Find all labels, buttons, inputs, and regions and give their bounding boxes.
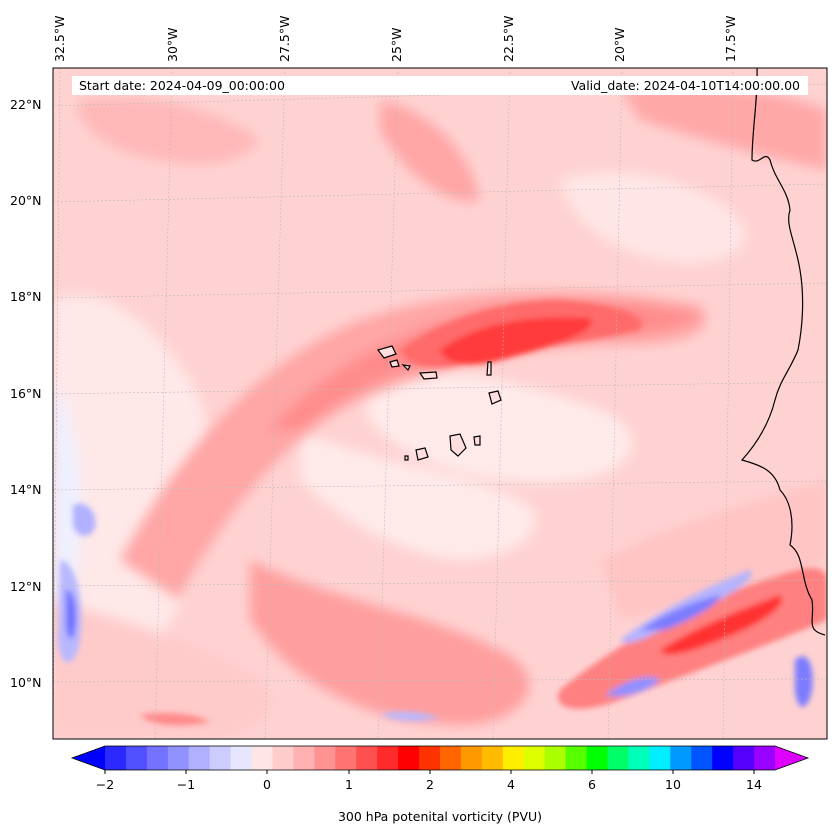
colorbar-segment: [628, 746, 650, 770]
colorbar-segment: [607, 746, 629, 770]
longitude-label: 20°W: [612, 27, 627, 62]
colorbar-title: 300 hPa potenital vorticity (PVU): [338, 809, 542, 824]
longitude-label: 32.5°W: [52, 15, 67, 62]
colorbar-segment: [523, 746, 546, 770]
colorbar-segment: [481, 746, 504, 770]
latitude-label: 20°N: [10, 193, 42, 208]
colorbar-segment: [377, 746, 399, 770]
colorbar-segment: [398, 746, 420, 770]
colorbar-extend-high: [775, 746, 808, 770]
colorbar: −2 −1 0 1 2 4 6 10 14: [70, 745, 810, 792]
colorbar-segment: [544, 746, 567, 770]
colorbar-extend-low: [72, 746, 105, 770]
colorbar-segment: [251, 746, 273, 770]
colorbar-tick-label: 0: [263, 777, 271, 792]
colorbar-segment: [754, 746, 776, 770]
colorbar-segment: [670, 746, 692, 770]
colorbar-segment: [649, 746, 671, 770]
colorbar-tick-label: 1: [345, 777, 353, 792]
cape-verde-islands: [376, 345, 502, 461]
colorbar-tick-label: 6: [588, 777, 596, 792]
colorbar-segment: [230, 746, 253, 770]
longitude-label: 27.5°W: [277, 15, 292, 62]
longitude-label: 22.5°W: [501, 15, 516, 62]
colorbar-segment: [586, 746, 608, 770]
colorbar-segment: [293, 746, 315, 770]
colorbar-segment: [440, 746, 462, 770]
pv-field: [53, 68, 827, 739]
colorbar-segment: [167, 746, 190, 770]
valid-date-label: Valid_date: 2024-04-10T14:00:00.00: [571, 78, 800, 93]
colorbar-tick-label: 10: [665, 777, 681, 792]
colorbar-segment: [733, 746, 755, 770]
colorbar-segment: [712, 746, 734, 770]
colorbar-segment: [565, 746, 588, 770]
colorbar-tick-label: 2: [426, 777, 434, 792]
coastline: [740, 68, 826, 636]
colorbar-segment: [460, 746, 483, 770]
longitude-label: 30°W: [165, 27, 180, 62]
latitude-label: 18°N: [10, 289, 42, 304]
colorbar-segment: [146, 746, 169, 770]
colorbar-segment: [209, 746, 232, 770]
latitude-label: 16°N: [10, 386, 42, 401]
colorbar-segment: [272, 746, 294, 770]
colorbar-segment: [335, 746, 357, 770]
latitude-label: 10°N: [10, 675, 42, 690]
longitude-label: 17.5°W: [723, 15, 738, 62]
colorbar-tick-label: 4: [507, 777, 515, 792]
colorbar-segment: [105, 746, 127, 770]
start-date-label: Start date: 2024-04-09_00:00:00: [79, 78, 285, 93]
colorbar-tick-label: −2: [96, 777, 114, 792]
longitude-label: 25°W: [389, 27, 404, 62]
latitude-label: 12°N: [10, 579, 42, 594]
colorbar-segment: [356, 746, 378, 770]
colorbar-segment: [125, 746, 148, 770]
colorbar-segment: [188, 746, 211, 770]
colorbar-tick-label: 14: [746, 777, 762, 792]
latitude-label: 14°N: [10, 482, 42, 497]
colorbar-segment: [502, 746, 525, 770]
colorbar-segment: [419, 746, 441, 770]
colorbar-segment: [314, 746, 336, 770]
colorbar-tick-label: −1: [177, 777, 195, 792]
colorbar-segment: [691, 746, 713, 770]
latitude-label: 22°N: [10, 97, 42, 112]
